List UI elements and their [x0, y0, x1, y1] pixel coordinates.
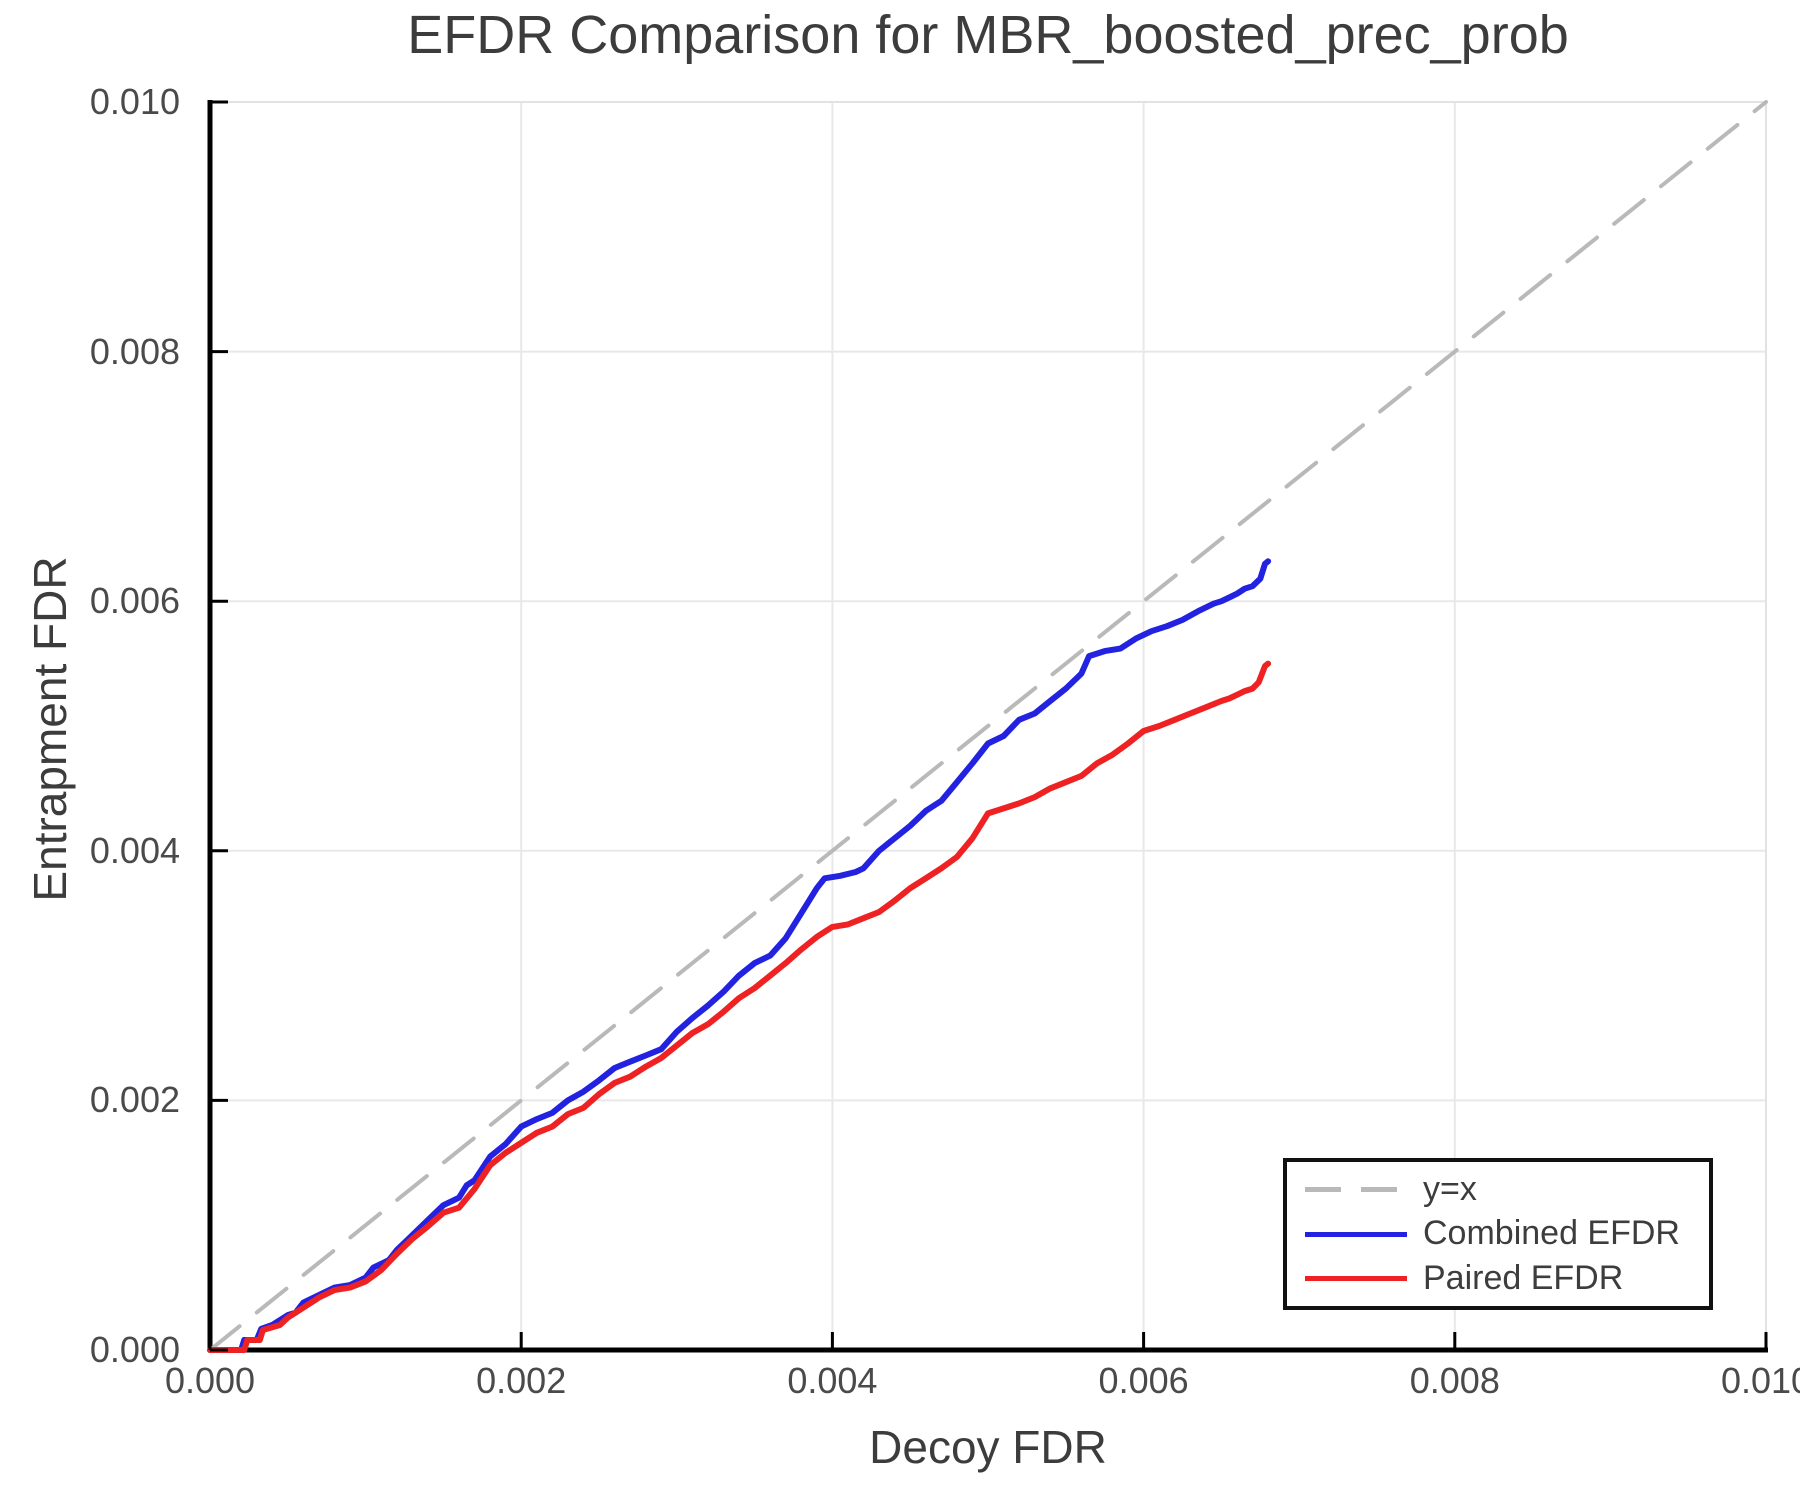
legend: y=x Combined EFDR Paired EFDR — [1283, 1158, 1713, 1310]
legend-row-identity: y=x — [1305, 1168, 1709, 1211]
identity-line-swatch — [1305, 1186, 1407, 1192]
legend-label-identity: y=x — [1423, 1169, 1477, 1208]
y-axis-label: Entrapment FDR — [24, 556, 76, 902]
paired-efdr-line — [207, 660, 1272, 1353]
x-tick-label: 0.000 — [164, 1360, 256, 1401]
combined-efdr-swatch — [1305, 1231, 1407, 1237]
y-tick-label: 0.004 — [89, 829, 180, 871]
x-axis-label: Decoy FDR — [869, 1421, 1107, 1473]
yx-line — [208, 100, 1768, 1352]
chart-title: EFDR Comparison for MBR_boosted_prec_pro… — [407, 5, 1569, 65]
y-tick-label: 0.010 — [89, 81, 180, 122]
gridlines — [210, 102, 1766, 1350]
x-tick-label: 0.004 — [787, 1360, 878, 1401]
x-tick-label: 0.006 — [1098, 1360, 1189, 1401]
legend-label-paired: Paired EFDR — [1423, 1258, 1624, 1297]
y-tick-label: 0.008 — [89, 330, 180, 372]
paired-efdr-swatch — [1305, 1276, 1407, 1282]
y-tick-label: 0.000 — [89, 1329, 180, 1370]
data-series — [207, 100, 1768, 1353]
axis-ticks — [208, 100, 1768, 1352]
x-tick-label: 0.008 — [1409, 1360, 1500, 1401]
plot-frame — [207, 100, 1768, 1353]
legend-row-paired: Paired EFDR — [1305, 1257, 1709, 1300]
legend-label-combined: Combined EFDR — [1423, 1214, 1680, 1253]
x-tick-label: 0.010 — [1720, 1360, 1800, 1401]
combined-efdr-line — [207, 558, 1272, 1353]
y-tick-label: 0.006 — [89, 580, 180, 622]
legend-row-combined: Combined EFDR — [1305, 1213, 1709, 1256]
x-tick-label: 0.002 — [476, 1360, 567, 1401]
y-tick-label: 0.002 — [89, 1079, 180, 1121]
